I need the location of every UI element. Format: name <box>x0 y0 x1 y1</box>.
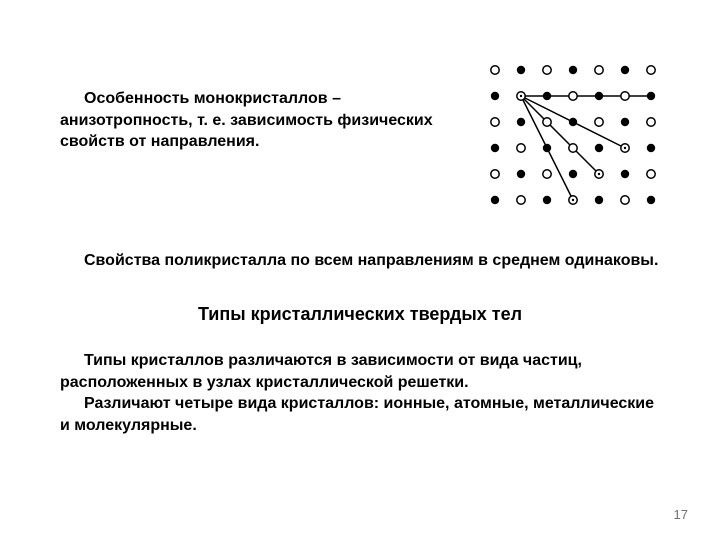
top-row: Особенность монокристаллов – анизотропно… <box>60 60 680 235</box>
section-heading: Типы кристаллических твердых тел <box>0 304 720 325</box>
paragraph-types-a: Типы кристаллов различаются в зависимост… <box>60 352 582 391</box>
paragraph-types: Типы кристаллов различаются в зависимост… <box>60 350 660 436</box>
lattice-node-open <box>517 196 525 204</box>
lattice-node-center-dot <box>624 147 626 149</box>
lattice-node-filled <box>491 144 499 152</box>
lattice-node-filled <box>621 118 629 126</box>
lattice-node-filled <box>569 170 577 178</box>
lattice-node-filled <box>647 144 655 152</box>
lattice-node-filled <box>595 144 603 152</box>
lattice-node-filled <box>647 92 655 100</box>
page-number: 17 <box>674 507 688 522</box>
slide-page: Особенность монокристаллов – анизотропно… <box>0 0 720 540</box>
lattice-node-filled <box>621 170 629 178</box>
lattice-node-open <box>647 170 655 178</box>
lattice-node-filled <box>543 92 551 100</box>
lattice-node-open <box>569 92 577 100</box>
lattice-node-filled <box>647 196 655 204</box>
paragraph-polycrystal: Свойства поликристалла по всем направлен… <box>60 250 660 272</box>
lattice-node-open <box>647 66 655 74</box>
lattice-node-filled <box>595 92 603 100</box>
lattice-node-open <box>621 92 629 100</box>
lattice-node-filled <box>517 118 525 126</box>
lattice-node-open <box>543 170 551 178</box>
lattice-node-center-dot <box>598 173 600 175</box>
lattice-node-filled <box>491 196 499 204</box>
lattice-node-filled <box>543 196 551 204</box>
lattice-node-open <box>517 144 525 152</box>
paragraph-types-b: Различают четыре вида кристаллов: ионные… <box>60 395 654 434</box>
lattice-node-filled <box>569 66 577 74</box>
lattice-node-center-dot <box>520 95 522 97</box>
lattice-node-open <box>621 196 629 204</box>
lattice-svg <box>480 60 680 230</box>
lattice-node-open <box>595 66 603 74</box>
lattice-node-open <box>491 170 499 178</box>
lattice-node-filled <box>595 196 603 204</box>
paragraph-anisotropy: Особенность монокристаллов – анизотропно… <box>60 76 480 153</box>
paragraph-anisotropy-text: Особенность монокристаллов – анизотропно… <box>60 90 433 150</box>
lattice-node-filled <box>517 66 525 74</box>
lattice-node-filled <box>543 144 551 152</box>
lattice-node-open <box>647 118 655 126</box>
lattice-node-filled <box>491 92 499 100</box>
lattice-node-open <box>491 118 499 126</box>
lattice-node-open <box>543 118 551 126</box>
lattice-diagram <box>480 60 680 235</box>
lattice-node-open <box>569 144 577 152</box>
lattice-node-open <box>595 118 603 126</box>
lattice-node-filled <box>569 118 577 126</box>
lattice-node-filled <box>517 170 525 178</box>
lattice-node-open <box>543 66 551 74</box>
lattice-node-open <box>491 66 499 74</box>
lattice-direction-line <box>521 96 599 174</box>
paragraph-polycrystal-text: Свойства поликристалла по всем направлен… <box>84 252 658 269</box>
lattice-node-filled <box>621 66 629 74</box>
lattice-node-center-dot <box>572 199 574 201</box>
